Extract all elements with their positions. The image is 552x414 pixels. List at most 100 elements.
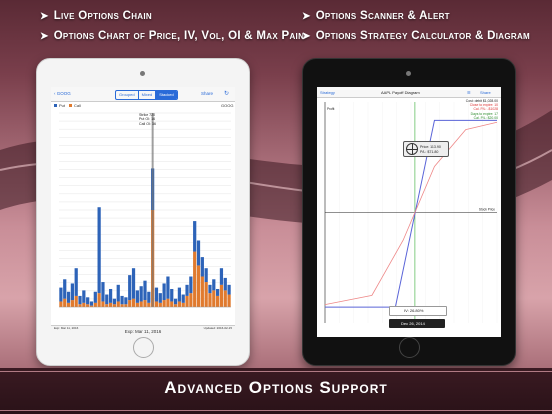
feature-strategy-calculator: ➤ Options Strategy Calculator & Diagram <box>302 30 530 42</box>
list-icon[interactable]: ☰ <box>467 90 471 95</box>
call-bar <box>93 302 97 307</box>
put-bar <box>181 294 185 303</box>
x-axis-label: Stock Price <box>479 208 495 212</box>
y-axis-label: Profit <box>327 107 335 111</box>
tooltip-call-oi: Call OI: 36 <box>139 121 156 126</box>
put-bar <box>185 284 189 296</box>
put-bar <box>120 295 124 305</box>
footer-updated: Updated: 2016-02-15 <box>203 326 232 330</box>
segment-grouped[interactable]: Grouped <box>116 91 139 99</box>
call-bar <box>193 251 197 307</box>
crosshair-icon <box>406 143 418 155</box>
feature-options-chart: ➤ Options Chart of Price, IV, Vol, OI & M… <box>40 30 305 42</box>
call-bar <box>143 300 147 307</box>
put-bar <box>105 294 109 305</box>
open-interest-bar-chart[interactable] <box>51 111 235 323</box>
put-bar <box>139 286 143 302</box>
call-bar <box>158 302 162 307</box>
home-button[interactable] <box>399 337 420 358</box>
call-bar <box>181 302 185 307</box>
strategy-back-button[interactable]: Strategy <box>320 90 335 95</box>
call-bar <box>204 282 208 307</box>
call-bar <box>135 302 139 307</box>
put-bar <box>101 282 105 302</box>
info-pl-1: Cal. P/L: -$1028 <box>473 107 498 112</box>
call-bar <box>131 298 136 307</box>
put-bar <box>116 284 120 302</box>
call-bar <box>227 294 231 307</box>
info-days-expire: Days to expire: 17 <box>470 111 498 116</box>
put-bar <box>212 279 216 291</box>
put-bar <box>112 298 117 305</box>
call-bar <box>74 295 78 307</box>
call-bar <box>63 298 67 307</box>
put-bar <box>86 297 90 305</box>
arrow-icon: ➤ <box>40 11 49 22</box>
feature-options-scanner: ➤ Options Scanner & Alert <box>302 10 450 22</box>
segment-mixed[interactable]: Mixed <box>139 91 157 99</box>
put-bar <box>208 284 212 294</box>
payoff-diagram-screen: Strategy AAPL Payoff Diagram ☰ Share Sto… <box>317 87 501 337</box>
segment-stacked[interactable]: Stacked <box>156 91 177 99</box>
put-bar <box>204 268 208 283</box>
feature-list: ➤ Live Options Chain ➤ Options Chart of Pr… <box>0 0 552 60</box>
refresh-icon[interactable]: ↻ <box>224 91 230 97</box>
camera-icon <box>406 71 411 76</box>
call-bar <box>59 301 63 307</box>
iv-value: IV: 26.80% <box>404 308 424 313</box>
date-slider[interactable]: Dec 26, 2014 <box>389 319 445 328</box>
call-bar <box>124 304 128 307</box>
legend-row: Put Call GOOG <box>51 102 235 110</box>
put-bar <box>227 284 231 295</box>
chart-mode-segmented-control: Grouped Mixed Stacked <box>115 90 178 100</box>
call-bar <box>108 302 113 307</box>
put-bar <box>162 283 166 301</box>
nav-bar: ‹ GOOG Grouped Mixed Stacked Share ↻ <box>51 87 235 102</box>
call-bar <box>173 304 178 307</box>
home-button[interactable] <box>133 337 154 358</box>
put-bar <box>223 277 227 291</box>
put-bar <box>177 287 182 302</box>
info-pl-2: Cal. P/L: $20.00 <box>473 115 498 120</box>
crosshair-price-box[interactable]: Price: 113.90 P/L: $71.80 <box>403 141 449 157</box>
put-bar <box>193 221 197 252</box>
call-bar <box>70 300 74 307</box>
call-bar <box>219 284 224 307</box>
put-bar <box>97 207 101 294</box>
banner-band <box>0 368 552 414</box>
pl-value: P/L: $71.80 <box>420 150 439 154</box>
iv-slider[interactable]: IV: 26.80% <box>389 306 447 316</box>
info-cost: Cost: debit $1,028.00 <box>465 99 498 103</box>
call-bar <box>177 301 182 307</box>
put-bar <box>108 288 113 303</box>
call-bar <box>66 302 71 307</box>
tablet-white: ‹ GOOG Grouped Mixed Stacked Share ↻ Put… <box>36 58 250 366</box>
legend-call: Call <box>74 103 81 108</box>
strike-tooltip: Strike 720 Put OI: 16 Call OI: 36 <box>139 113 156 126</box>
legend-put: Put <box>59 103 66 108</box>
banner-divider <box>0 410 552 411</box>
call-bar <box>208 293 212 307</box>
call-bar <box>82 302 86 307</box>
put-bar <box>93 291 97 303</box>
share-button[interactable]: Share <box>201 91 214 96</box>
call-bar <box>101 301 105 307</box>
call-bar <box>154 301 159 307</box>
put-swatch <box>54 104 57 107</box>
put-bar <box>219 268 224 285</box>
put-bar <box>189 276 193 294</box>
call-bar <box>162 300 166 307</box>
put-bar <box>143 280 147 301</box>
expiration-selector[interactable]: Exp: Mar 11, 2016 <box>124 329 162 334</box>
footer-left: Exp: Mar 11, 2016 <box>54 326 79 330</box>
put-bar <box>154 287 159 302</box>
tooltip-put-oi: Put OI: 16 <box>139 117 156 122</box>
call-bar <box>216 295 220 307</box>
symbol-label: GOOG <box>221 103 234 108</box>
call-bar <box>166 298 170 307</box>
back-button[interactable]: ‹ GOOG <box>54 91 71 96</box>
tablet-black: Strategy AAPL Payoff Diagram ☰ Share Sto… <box>302 58 516 366</box>
payoff-line-chart[interactable]: Stock Price Profit <box>317 98 501 337</box>
share-button[interactable]: Share <box>480 90 491 95</box>
camera-icon <box>140 71 145 76</box>
